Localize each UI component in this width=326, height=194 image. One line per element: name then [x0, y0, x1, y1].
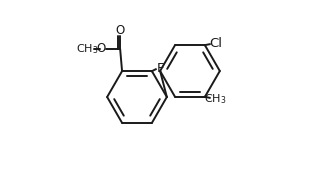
Text: O: O — [115, 24, 125, 37]
Text: F: F — [156, 62, 164, 75]
Text: Cl: Cl — [209, 37, 222, 50]
Text: CH$_3$: CH$_3$ — [204, 92, 226, 106]
Text: O: O — [97, 42, 106, 55]
Text: CH$_3$: CH$_3$ — [76, 42, 99, 56]
